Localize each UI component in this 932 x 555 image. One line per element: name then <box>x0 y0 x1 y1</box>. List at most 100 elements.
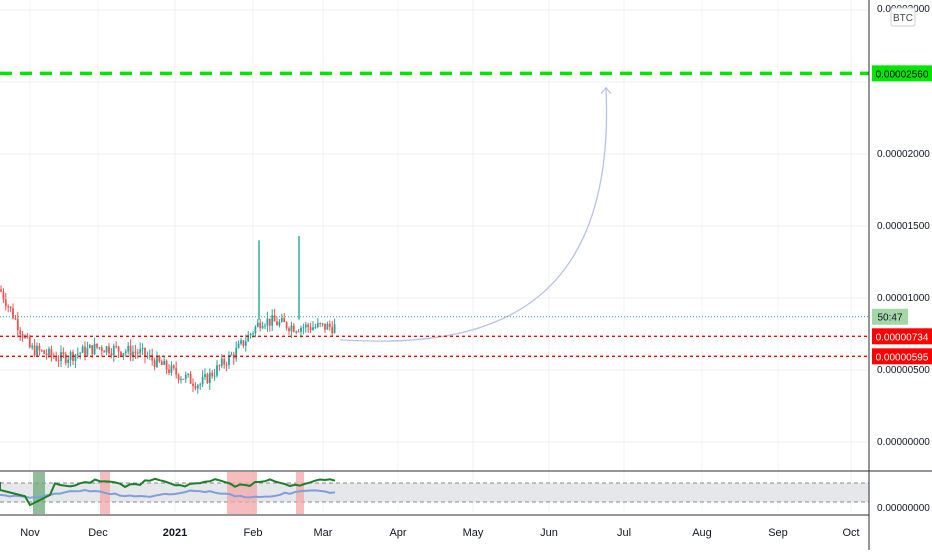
candle-body <box>225 364 228 366</box>
candle-body <box>213 375 216 377</box>
candle-body <box>223 358 226 365</box>
x-tick-label: 2021 <box>163 527 187 539</box>
candle-body <box>261 326 264 329</box>
candle-body <box>199 384 202 386</box>
candle-body <box>136 352 139 354</box>
candle-body <box>170 365 173 373</box>
osc-highlight <box>33 472 45 514</box>
candle-body <box>324 323 326 330</box>
candle-body <box>316 323 319 327</box>
candle-body <box>141 347 144 350</box>
candle-body <box>19 330 22 335</box>
projection-arrowhead <box>600 86 612 95</box>
x-tick-label: Mar <box>314 527 333 539</box>
currency-badge: BTC <box>890 7 916 27</box>
candle-body <box>26 336 29 338</box>
current-price-text: 50:47 <box>877 313 902 324</box>
candle-body <box>40 350 43 352</box>
candle-body <box>314 326 317 328</box>
candle-body <box>218 365 221 367</box>
candle-body <box>31 345 34 348</box>
candle-body <box>81 346 84 353</box>
candle-body <box>100 347 103 351</box>
price-tick-label: 0.00000000 <box>877 437 930 448</box>
level-badge-text-resistance: 0.00000734 <box>876 332 929 343</box>
candle-body <box>112 346 115 356</box>
candle-body <box>67 359 70 363</box>
candle-body <box>57 360 60 362</box>
candle-body <box>151 355 154 361</box>
candle-body <box>86 348 89 356</box>
x-tick-label: Nov <box>20 527 40 539</box>
candle-body <box>204 374 206 378</box>
candle-body <box>84 346 86 356</box>
candle-body <box>124 351 127 353</box>
candle-body <box>252 333 254 335</box>
candle-body <box>69 352 72 360</box>
x-tick-label: Aug <box>692 527 712 539</box>
candle-body <box>76 353 79 355</box>
candle-body <box>328 323 331 327</box>
candle-body <box>62 352 65 355</box>
x-tick-label: Apr <box>389 527 406 539</box>
candle-body <box>33 345 36 356</box>
candle-body <box>96 343 98 348</box>
candle-body <box>50 348 53 356</box>
candle-body <box>158 356 161 362</box>
osc-signal-line <box>0 488 336 499</box>
grid <box>0 0 869 512</box>
candle-body <box>333 324 336 334</box>
candle-body <box>230 354 233 356</box>
price-badges: 0.00002560 0.00000734 0.00000595 50:47 <box>872 65 932 365</box>
candle-body <box>192 383 194 387</box>
candle-body <box>21 334 24 338</box>
candle-body <box>208 372 211 384</box>
candle-body <box>177 374 180 380</box>
candle-body <box>24 336 26 338</box>
currency-label: BTC <box>893 13 913 24</box>
candle-body <box>249 334 252 336</box>
candle-body <box>247 335 250 342</box>
price-tick-label: 0.00002000 <box>877 149 930 160</box>
x-tick-label: Jul <box>617 527 631 539</box>
level-badge-resistance <box>872 328 932 345</box>
osc-tick-label: 0.00000000 <box>877 503 930 514</box>
candle-body <box>189 373 192 384</box>
oscillator-pane: 0.00000000 <box>0 470 932 514</box>
candle-body <box>127 345 130 352</box>
candle-body <box>38 345 41 351</box>
candle-body <box>175 367 178 375</box>
candle-body <box>184 374 187 379</box>
candle-body <box>64 354 67 363</box>
candle-body <box>201 377 204 385</box>
osc-highlight <box>227 472 257 514</box>
osc-main-line <box>0 477 336 507</box>
candle-body <box>4 299 7 307</box>
candle-body <box>182 378 185 380</box>
candle-body <box>0 289 2 292</box>
candle-body <box>115 346 118 348</box>
candle-body <box>300 327 302 332</box>
candle-body <box>12 308 14 319</box>
candle-body <box>196 385 199 389</box>
candle-body <box>295 331 298 333</box>
candle-body <box>266 318 269 326</box>
price-tick-label: 0.00000500 <box>877 365 930 376</box>
level-badge-text-support: 0.00000595 <box>876 352 929 363</box>
candle-body <box>237 343 240 348</box>
x-tick-label: Feb <box>244 527 263 539</box>
x-tick-label: Dec <box>88 527 108 539</box>
candle-body <box>146 356 149 358</box>
candle-body <box>134 351 137 353</box>
candle-body <box>278 321 281 326</box>
candles <box>0 236 336 394</box>
candle-body <box>148 355 151 357</box>
candle-body <box>268 318 271 326</box>
candle-body <box>153 360 156 367</box>
candle-body <box>240 340 242 344</box>
candle-body <box>259 322 262 329</box>
candle-body <box>79 352 82 354</box>
candle-body <box>156 356 158 367</box>
